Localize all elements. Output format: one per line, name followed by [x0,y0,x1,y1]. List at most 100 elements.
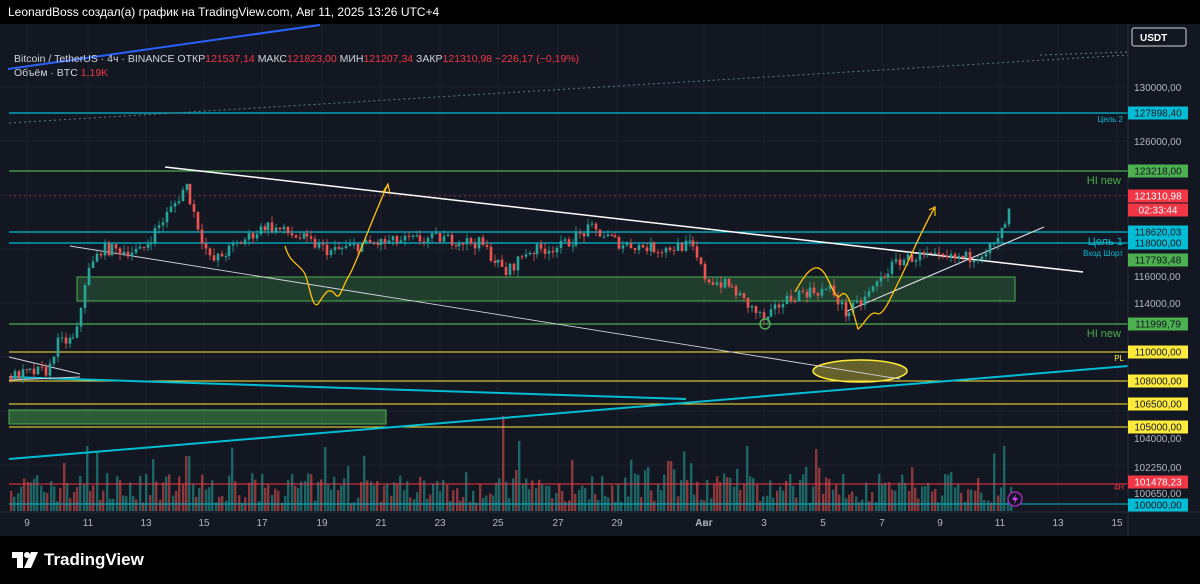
candle [840,302,844,305]
volume-bar [112,498,115,511]
volume-bar [505,481,508,511]
symbol-label: Bitcoin / TetherUS · 4ч · BINANCE [14,53,175,65]
volume-bar [56,501,59,511]
projection-path-1[interactable] [284,183,389,306]
date-tick: 5 [820,518,826,529]
volume-bar [908,490,911,511]
price-badge[interactable] [1128,317,1188,331]
volume-bar [320,479,323,511]
descending-resistance[interactable] [164,166,1084,273]
candle [528,253,532,255]
candle [734,286,738,296]
candle [668,247,672,251]
price-badge-text: 111999,79 [1135,320,1181,331]
volume-bar [43,491,46,511]
price-badge[interactable] [1128,475,1188,489]
volume-bar [604,495,607,511]
price-badge[interactable] [1128,498,1188,512]
dotted-channel-b[interactable] [1039,51,1129,56]
candle [1000,227,1004,239]
candle [567,239,571,247]
projection-arrow-2 [928,206,936,216]
volume-bar [1007,501,1010,511]
volume-bar [99,499,102,511]
volume-bar [116,476,119,511]
volume-bar [142,502,145,511]
candle [524,254,528,257]
price-badge[interactable] [1128,374,1188,388]
volume-bar [168,474,171,511]
candle [247,233,251,240]
chart-area[interactable]: USDT130000,00126000,00124000,00122000,00… [0,24,1200,536]
volume-bar [426,498,429,511]
date-tick: 11 [995,518,1006,529]
volume-bar [165,476,168,511]
price-badge-text: 110000,00 [1135,348,1182,359]
volume-bar [46,493,49,511]
candle [820,288,824,296]
price-badge[interactable] [1128,345,1188,359]
price-chart[interactable]: USDT130000,00126000,00124000,00122000,00… [0,24,1200,536]
target-ellipse[interactable] [812,359,908,383]
price-badge[interactable] [1128,189,1188,203]
volume-bar [845,498,848,511]
volume-bar [713,484,716,511]
small-wedge-bottom[interactable] [8,376,81,381]
currency-button[interactable] [1131,27,1187,47]
small-wedge-top[interactable] [8,356,81,375]
candle [36,366,40,375]
volume-bar [647,467,650,511]
candle [539,244,543,249]
volume-bar [525,478,528,511]
candle [781,304,785,308]
price-badge[interactable] [1128,236,1188,250]
price-badge[interactable] [1128,225,1188,239]
volume-bar [492,495,495,511]
volume-bar [927,482,930,511]
volume-bar [271,494,274,511]
price-badge[interactable] [1128,106,1188,120]
candle [594,223,598,230]
volume-bar [20,486,23,511]
volume-bar [835,484,838,511]
ascending-cyan-trend[interactable] [8,365,1129,460]
volume-bar [439,491,442,511]
price-badge[interactable] [1128,164,1188,178]
price-badge[interactable] [1128,397,1188,411]
candle [95,253,99,262]
price-badge[interactable] [1128,253,1188,267]
volume-bar [264,487,267,511]
volume-bar [495,482,498,511]
volume-bar [703,500,706,511]
volume-bar [225,500,228,511]
candle [633,248,637,251]
low-marker[interactable] [759,318,771,330]
candle [71,337,75,339]
blue-trend[interactable] [7,24,321,70]
volume-bar [241,502,244,511]
volume-bar [221,495,224,511]
rising-support[interactable] [844,226,1045,313]
volume-bar [663,474,666,511]
candle [773,304,777,310]
volume-bar [508,498,511,511]
volume-bar [304,481,307,511]
lower-zone[interactable] [8,409,387,425]
dotted-channel[interactable] [8,54,1129,124]
volume-bar [182,484,185,511]
candle [742,293,746,298]
descending-support[interactable] [69,245,901,380]
price-badge[interactable] [1128,420,1188,434]
cyan-upper-line[interactable] [8,376,687,400]
price-tick: 114000,00 [1134,299,1181,310]
price-badge[interactable] [1128,203,1188,217]
candle [376,242,380,245]
candle [83,285,87,308]
candle [13,371,17,380]
volume-bar [449,501,452,511]
demand-zone[interactable] [76,276,1016,302]
projection-path-2[interactable] [794,206,936,331]
volume-bar [512,478,515,511]
volume-bar [515,470,518,511]
volume-bar [964,501,967,511]
